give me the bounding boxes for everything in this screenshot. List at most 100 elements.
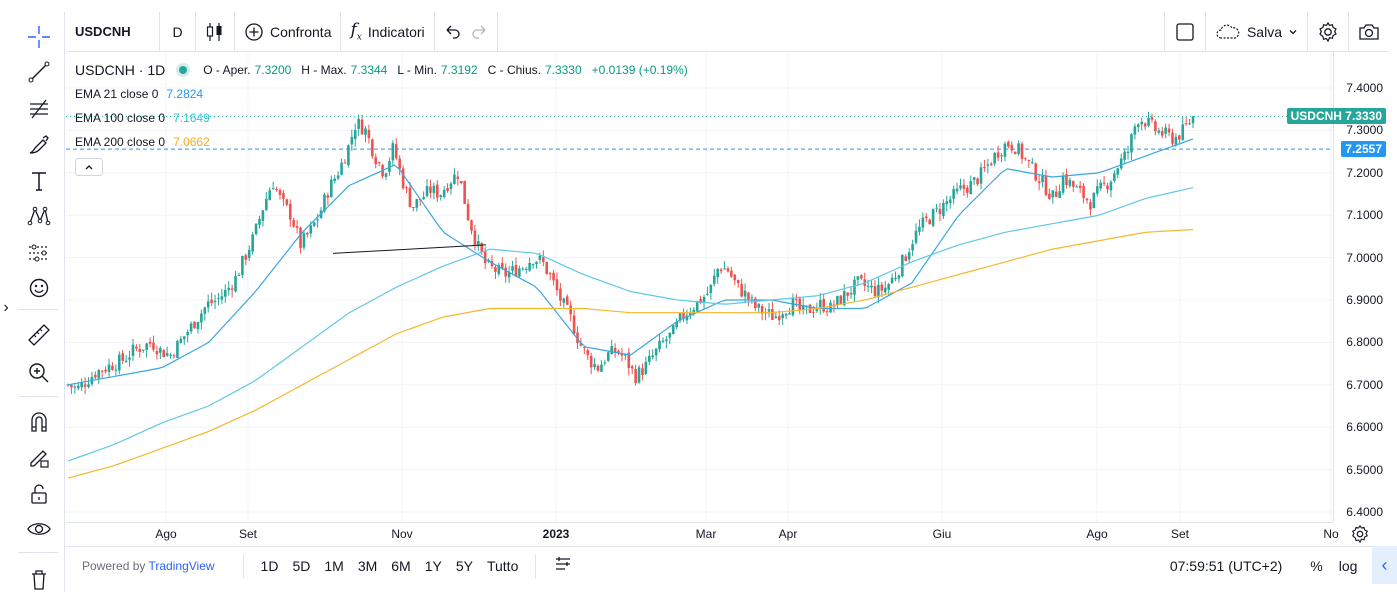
chart-legend: USDCNH · 1D O - Aper. 7.3200 H - Max. 7.… [75,58,694,176]
fib-tools-icon[interactable] [12,94,65,124]
candle-body [124,360,128,362]
candle-body [983,167,986,169]
candle-body [299,227,302,249]
candle-body [398,158,401,169]
candle-body [182,336,186,340]
candle-body [928,219,932,225]
scale-settings-icon[interactable] [1350,524,1370,549]
chevron-left-icon[interactable]: ‹ [1372,546,1397,584]
candle-body [815,308,819,312]
range-5d[interactable]: 5D [292,557,311,574]
brush-icon[interactable] [12,130,65,160]
redo-button[interactable] [466,11,498,52]
candle-body [1068,180,1072,186]
range-all[interactable]: Tutto [486,557,519,574]
candle-body [658,340,661,350]
ema100-label: EMA 100 close 0 [75,111,166,125]
stay-drawing-icon[interactable] [12,442,65,472]
price-tick: 7.0000 [1346,250,1383,265]
range-5y[interactable]: 5Y [455,557,473,574]
candle-body [1075,186,1079,188]
candle-body [853,279,856,295]
candle-body [603,362,607,364]
goto-date-button[interactable] [546,547,580,585]
ruler-icon[interactable] [12,320,65,350]
candle-body [326,195,330,198]
lock-icon[interactable] [12,479,65,509]
candle-body [1106,185,1109,190]
ema200-legend[interactable]: EMA 200 close 0 7.0662 [75,130,694,154]
undo-button[interactable] [435,12,466,52]
settings-button[interactable] [1308,11,1349,52]
candle-body [798,298,802,310]
ema100-legend[interactable]: EMA 100 close 0 7.1649 [75,106,694,130]
candle-body [795,299,798,301]
eye-icon[interactable] [12,514,65,544]
price-tick: 6.8000 [1346,335,1383,350]
candle-body [931,209,935,226]
collapse-legend-button[interactable] [75,158,103,176]
percent-toggle[interactable]: % [1310,557,1323,574]
layout-button[interactable] [1163,11,1206,52]
candle-body [548,273,552,275]
candle-body [918,226,921,232]
trash-icon[interactable] [12,564,65,592]
range-6m[interactable]: 6M [391,557,411,574]
symbol-search-button[interactable]: USDCNH [66,11,160,52]
compare-button[interactable]: Confronta [235,11,342,52]
candle-body [791,298,795,316]
indicators-button[interactable]: fx Indicatori [341,11,435,52]
candle-body [169,354,172,356]
candle-body [1048,193,1051,199]
low-label: L - Min. [397,63,437,77]
candle-body [839,295,843,305]
crosshair-icon[interactable] [12,22,65,52]
interval-button[interactable]: D [160,11,196,52]
expand-sidebar-icon[interactable]: › [3,299,9,316]
candle-body [767,309,771,312]
range-1y[interactable]: 1Y [424,557,442,574]
save-button[interactable]: Salva [1206,11,1308,52]
candle-body [128,357,131,360]
candle-body [1102,182,1106,184]
redo-icon [470,23,488,41]
undo-icon [444,23,462,41]
candle-body [866,285,870,287]
log-toggle[interactable]: log [1338,557,1358,574]
range-1m[interactable]: 1M [324,557,344,574]
pattern-icon[interactable] [12,201,65,231]
candle-body [993,152,996,164]
candle-body [104,369,107,372]
clock-timezone[interactable]: 07:59:51 (UTC+2) [1169,557,1283,574]
candle-body [1065,174,1068,185]
candle-body [227,287,231,291]
bottom-toolbar: Powered by TradingView 1D 5D 1M 3M 6M 1Y… [66,546,1397,584]
time-scale[interactable]: Ago Set Nov 2023 Mar Apr Giu Ago Set No [66,522,1339,546]
ema21-legend[interactable]: EMA 21 close 0 7.2824 [75,82,694,106]
price-tick: 6.7000 [1346,377,1383,392]
chart-type-button[interactable] [196,11,235,52]
text-tool-icon[interactable] [12,166,65,196]
zoom-in-icon[interactable] [12,358,65,388]
prediction-icon[interactable] [12,238,65,268]
candle-body [87,384,90,387]
powered-by[interactable]: Powered by TradingView [82,559,215,573]
range-3m[interactable]: 3M [357,557,378,574]
snapshot-button[interactable] [1349,12,1389,52]
candle-body [1174,137,1178,145]
candle-body [1130,134,1133,153]
candle-body [959,185,962,189]
candle-body [360,119,364,135]
candle-body [138,349,142,353]
candle-body [405,187,408,189]
range-1d[interactable]: 1D [260,557,279,574]
candle-body [323,194,326,212]
candle-body [559,288,562,301]
trend-line-icon[interactable] [12,57,65,87]
magnet-icon[interactable] [12,407,65,437]
price-chart[interactable] [66,52,1333,522]
candle-body [217,297,220,299]
price-scale[interactable]: 7.4000 7.3000 7.2000 7.1000 7.0000 6.9000 6.80… [1286,52,1389,522]
emoji-icon[interactable] [12,273,65,303]
candle-body [1082,185,1085,199]
